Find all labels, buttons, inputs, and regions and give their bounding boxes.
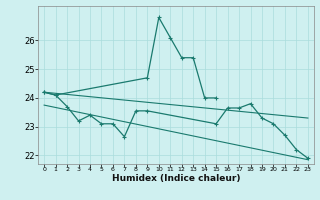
X-axis label: Humidex (Indice chaleur): Humidex (Indice chaleur)	[112, 174, 240, 183]
